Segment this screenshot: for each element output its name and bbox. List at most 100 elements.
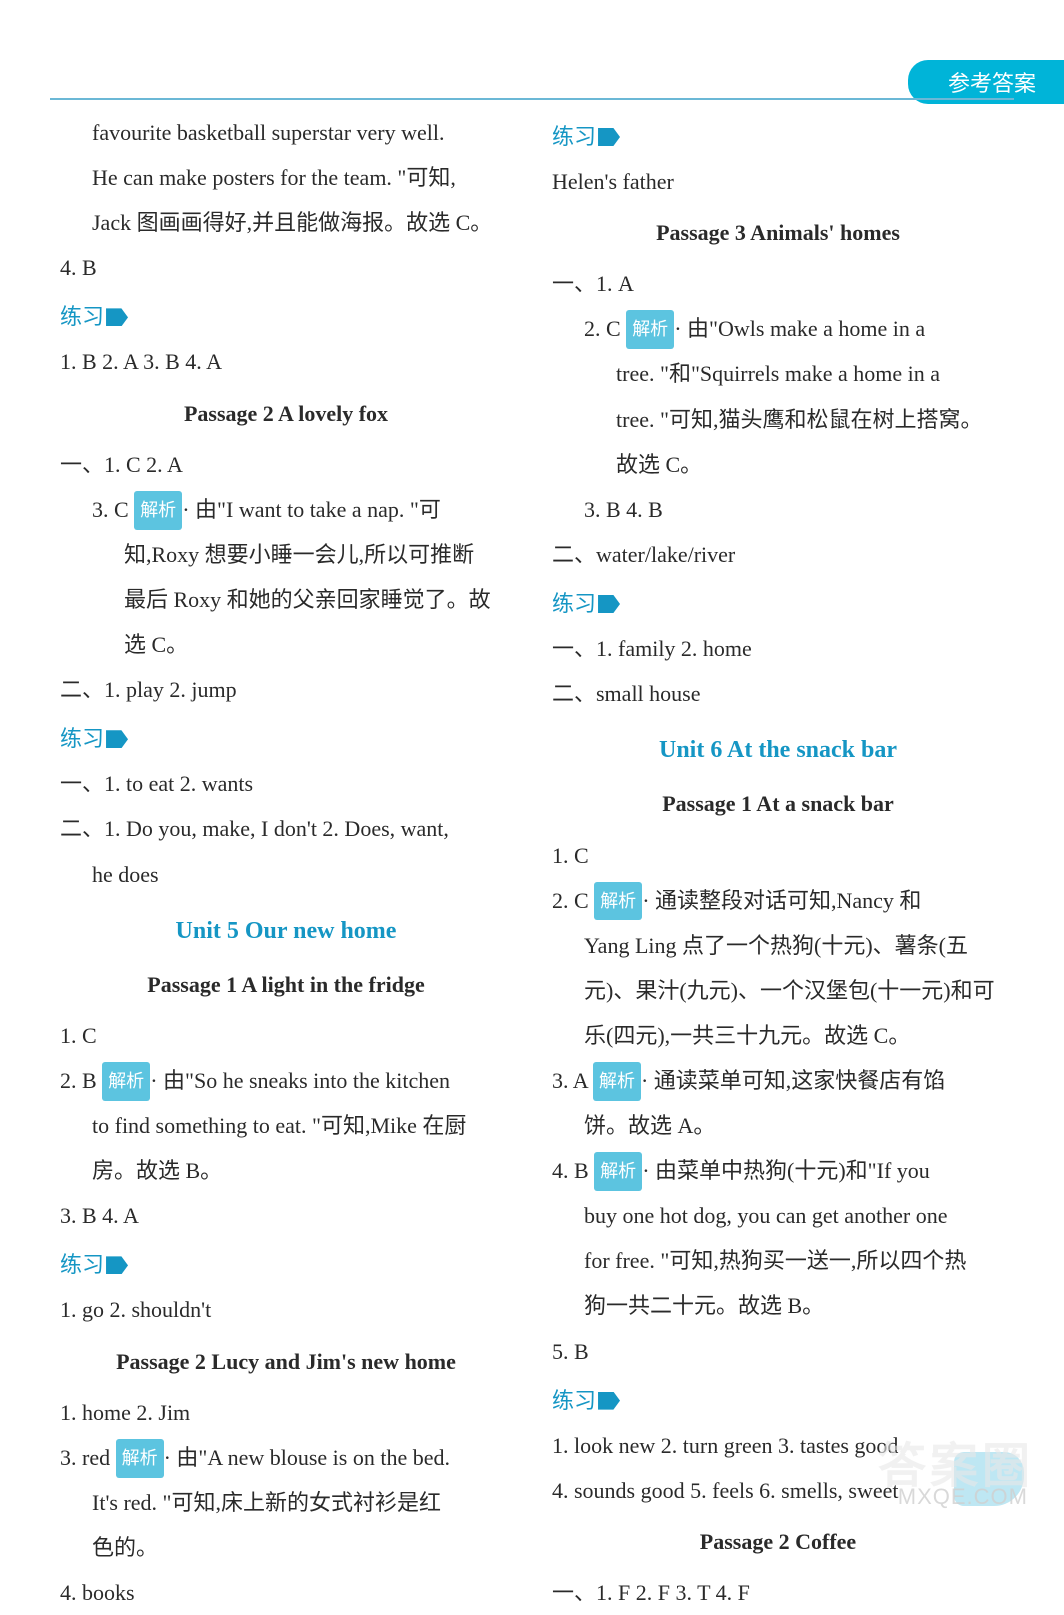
practice-label: 练习 <box>60 1252 104 1277</box>
answer-line: 1. C <box>552 833 1004 878</box>
answer-line: Helen's father <box>552 159 1004 204</box>
answer-line: 4. B <box>60 245 512 290</box>
text-line: tree. "和"Squirrels make a home in a <box>552 351 1004 396</box>
answer-line: 一、1. to eat 2. wants <box>60 761 512 806</box>
passage-title: Passage 1 At a snack bar <box>552 781 1004 826</box>
practice-label: 练习 <box>60 726 104 751</box>
answer-line: 3. A 解析· 通读菜单可知,这家快餐店有馅 <box>552 1058 1004 1103</box>
answer-line: 二、1. Do you, make, I don't 2. Does, want… <box>60 806 512 851</box>
watermark-url: MXQE.COM <box>898 1484 1028 1510</box>
practice-heading: 练习 <box>552 581 1004 626</box>
answer-line: 1. B 2. A 3. B 4. A <box>60 339 512 384</box>
analysis-tag: 解析 <box>626 310 674 349</box>
answer-prefix: 3. C <box>92 497 134 522</box>
header-divider <box>50 98 1014 100</box>
analysis-tag: 解析 <box>134 491 182 530</box>
text-line: Jack 图画画得好,并且能做海报。故选 C。 <box>60 200 512 245</box>
practice-icon <box>106 308 128 326</box>
text-line: 故选 C。 <box>552 442 1004 487</box>
text-line: to find something to eat. "可知,Mike 在厨 <box>60 1103 512 1148</box>
practice-icon <box>598 128 620 146</box>
practice-heading: 练习 <box>60 294 512 339</box>
text-line: buy one hot dog, you can get another one <box>552 1193 1004 1238</box>
text-line: 选 C。 <box>60 622 512 667</box>
text-line: for free. "可知,热狗买一送一,所以四个热 <box>552 1238 1004 1283</box>
answer-text: · 由"Owls make a home in a <box>674 316 925 341</box>
answer-text: · 通读菜单可知,这家快餐店有馅 <box>641 1068 945 1093</box>
answer-line: 1. home 2. Jim <box>60 1390 512 1435</box>
analysis-tag: 解析 <box>594 1152 642 1191</box>
answer-line: 4. books <box>60 1570 512 1615</box>
practice-icon <box>598 595 620 613</box>
passage-title: Passage 1 A light in the fridge <box>60 962 512 1007</box>
answer-text: · 由"I want to take a nap. "可 <box>182 497 441 522</box>
answer-line: 2. B 解析· 由"So he sneaks into the kitchen <box>60 1058 512 1103</box>
answer-line: 2. C 解析· 通读整段对话可知,Nancy 和 <box>552 878 1004 923</box>
answer-line: 1. go 2. shouldn't <box>60 1287 512 1332</box>
practice-icon <box>106 730 128 748</box>
answer-prefix: 2. C <box>552 888 594 913</box>
analysis-tag: 解析 <box>593 1062 641 1101</box>
text-line: 房。故选 B。 <box>60 1148 512 1193</box>
answer-text: · 通读整段对话可知,Nancy 和 <box>642 888 921 913</box>
practice-heading: 练习 <box>60 1242 512 1287</box>
practice-label: 练习 <box>552 124 596 149</box>
answer-line: 一、1. F 2. F 3. T 4. F <box>552 1570 1004 1615</box>
practice-label: 练习 <box>552 1388 596 1413</box>
practice-icon <box>106 1256 128 1274</box>
practice-label: 练习 <box>552 591 596 616</box>
text-line: 乐(四元),一共三十九元。故选 C。 <box>552 1013 1004 1058</box>
passage-title: Passage 3 Animals' homes <box>552 210 1004 255</box>
text-line: It's red. "可知,床上新的女式衬衫是红 <box>60 1480 512 1525</box>
analysis-tag: 解析 <box>594 882 642 921</box>
passage-title: Passage 2 Lucy and Jim's new home <box>60 1339 512 1384</box>
practice-icon <box>598 1392 620 1410</box>
answer-line: 一、1. C 2. A <box>60 442 512 487</box>
answer-line: 3. C 解析· 由"I want to take a nap. "可 <box>60 487 512 532</box>
text-line: 元)、果汁(九元)、一个汉堡包(十一元)和可 <box>552 968 1004 1013</box>
unit-title: Unit 5 Our new home <box>60 907 512 956</box>
answer-line: 5. B <box>552 1329 1004 1374</box>
text-line: favourite basketball superstar very well… <box>60 110 512 155</box>
left-column: favourite basketball superstar very well… <box>60 110 512 1476</box>
answer-text: · 由"So he sneaks into the kitchen <box>150 1068 450 1093</box>
text-line: 最后 Roxy 和她的父亲回家睡觉了。故 <box>60 577 512 622</box>
answer-prefix: 2. B <box>60 1068 102 1093</box>
content-columns: favourite basketball superstar very well… <box>60 110 1004 1476</box>
answer-line: 二、small house <box>552 671 1004 716</box>
right-column: 练习 Helen's father Passage 3 Animals' hom… <box>552 110 1004 1476</box>
answer-line: 二、1. play 2. jump <box>60 667 512 712</box>
answer-line: 2. C 解析· 由"Owls make a home in a <box>552 306 1004 351</box>
passage-title: Passage 2 Coffee <box>552 1519 1004 1564</box>
passage-title: Passage 2 A lovely fox <box>60 391 512 436</box>
analysis-tag: 解析 <box>102 1062 150 1101</box>
practice-label: 练习 <box>60 304 104 329</box>
answer-prefix: 4. B <box>552 1158 594 1183</box>
text-line: tree. "可知,猫头鹰和松鼠在树上搭窝。 <box>552 397 1004 442</box>
text-line: Yang Ling 点了一个热狗(十元)、薯条(五 <box>552 923 1004 968</box>
text-line: 知,Roxy 想要小睡一会儿,所以可推断 <box>60 532 512 577</box>
text-line: he does <box>60 852 512 897</box>
answer-line: 3. B 4. A <box>60 1193 512 1238</box>
answer-line: 3. red 解析· 由"A new blouse is on the bed. <box>60 1435 512 1480</box>
answer-prefix: 2. C <box>584 316 626 341</box>
answer-prefix: 3. A <box>552 1068 593 1093</box>
text-line: 饼。故选 A。 <box>552 1103 1004 1148</box>
answer-prefix: 3. red <box>60 1445 116 1470</box>
answer-line: 1. C <box>60 1013 512 1058</box>
text-line: 狗一共二十元。故选 B。 <box>552 1283 1004 1328</box>
answer-text: · 由"A new blouse is on the bed. <box>164 1445 450 1470</box>
text-line: 色的。 <box>60 1525 512 1570</box>
analysis-tag: 解析 <box>116 1439 164 1478</box>
answer-line: 一、1. A <box>552 261 1004 306</box>
answer-line: 一、1. family 2. home <box>552 626 1004 671</box>
answer-line: 3. B 4. B <box>552 487 1004 532</box>
practice-heading: 练习 <box>60 716 512 761</box>
text-line: He can make posters for the team. "可知, <box>60 155 512 200</box>
practice-heading: 练习 <box>552 1378 1004 1423</box>
practice-heading: 练习 <box>552 114 1004 159</box>
answer-text: · 由菜单中热狗(十元)和"If you <box>642 1158 930 1183</box>
answer-line: 二、water/lake/river <box>552 532 1004 577</box>
unit-title: Unit 6 At the snack bar <box>552 726 1004 775</box>
answer-line: 4. B 解析· 由菜单中热狗(十元)和"If you <box>552 1148 1004 1193</box>
